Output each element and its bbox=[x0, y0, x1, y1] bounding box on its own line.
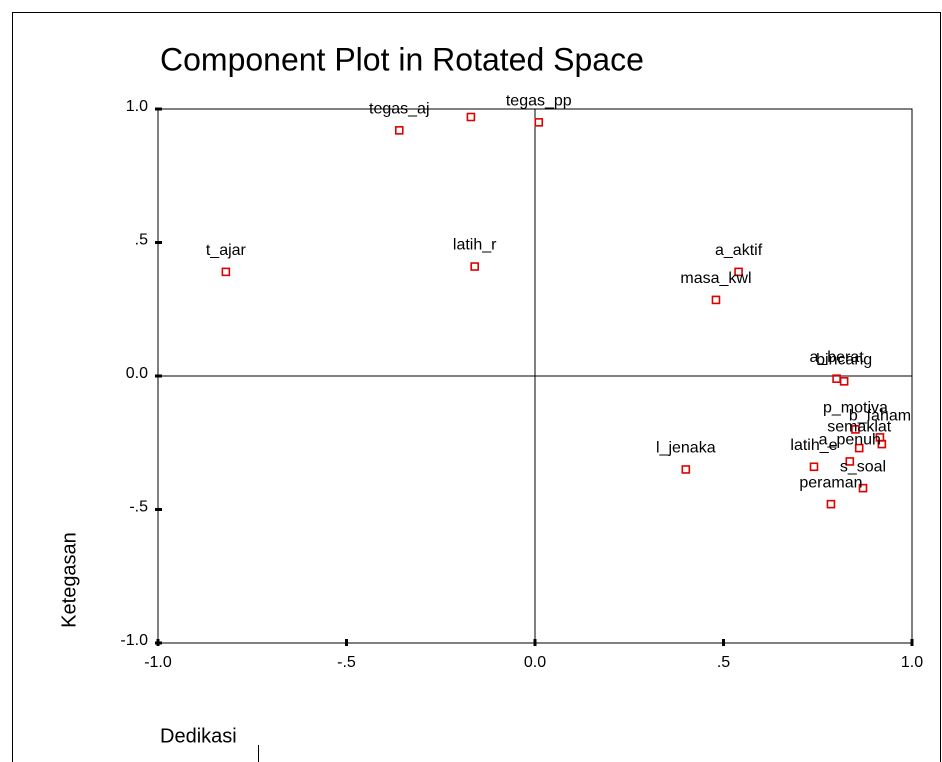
point-label: peraman bbox=[799, 474, 862, 491]
point bbox=[534, 118, 544, 127]
point-label: tegas_aj bbox=[369, 101, 430, 118]
x-axis-label: Dedikasi bbox=[160, 725, 237, 747]
x-tick-label: 1.0 bbox=[901, 654, 923, 671]
y-tick-label: 1.0 bbox=[126, 98, 148, 115]
point bbox=[394, 126, 404, 135]
point bbox=[845, 457, 855, 466]
point-label: b_faham bbox=[849, 408, 911, 425]
point bbox=[826, 499, 836, 509]
point bbox=[711, 295, 721, 305]
y-tick-label: -1.0 bbox=[120, 632, 148, 649]
x-tick-label: .5 bbox=[717, 654, 730, 671]
point bbox=[470, 262, 479, 271]
x-tick-label: 0.0 bbox=[524, 654, 546, 671]
point-label: latih_r bbox=[453, 237, 497, 254]
x-tick-label: -1.0 bbox=[144, 654, 172, 671]
point-label: bincang bbox=[816, 352, 872, 369]
point bbox=[839, 377, 849, 386]
point bbox=[734, 267, 743, 277]
frame bbox=[12, 12, 941, 762]
point bbox=[877, 439, 887, 449]
point bbox=[858, 483, 868, 493]
y-tick-label: 0.0 bbox=[126, 365, 148, 382]
y-tick-label: -.5 bbox=[129, 499, 148, 516]
point-label: t_ajar bbox=[206, 242, 247, 259]
point-label: p_motiva bbox=[823, 400, 888, 417]
point bbox=[221, 267, 231, 277]
point-label: s_soal bbox=[840, 458, 886, 475]
point-label: latih_e bbox=[790, 437, 837, 454]
point-label: a_berat bbox=[809, 349, 864, 366]
point-label: semaklat bbox=[827, 418, 892, 435]
point bbox=[854, 443, 864, 453]
point bbox=[809, 462, 819, 472]
y-tick-label: .5 bbox=[135, 232, 148, 249]
point-label: l_jenaka bbox=[656, 440, 716, 457]
point bbox=[681, 465, 691, 474]
point bbox=[466, 112, 476, 122]
point-label: masa_kwl bbox=[680, 270, 751, 287]
point bbox=[851, 425, 860, 434]
x-tick-label: -.5 bbox=[337, 654, 356, 671]
point-label: a_aktif bbox=[715, 242, 763, 259]
chart-title: Component Plot in Rotated Space bbox=[160, 41, 644, 77]
point-label: a_penuh bbox=[819, 432, 881, 449]
point-label: tegas_pp bbox=[506, 93, 572, 110]
y-axis-label: Ketegasan bbox=[58, 532, 80, 628]
